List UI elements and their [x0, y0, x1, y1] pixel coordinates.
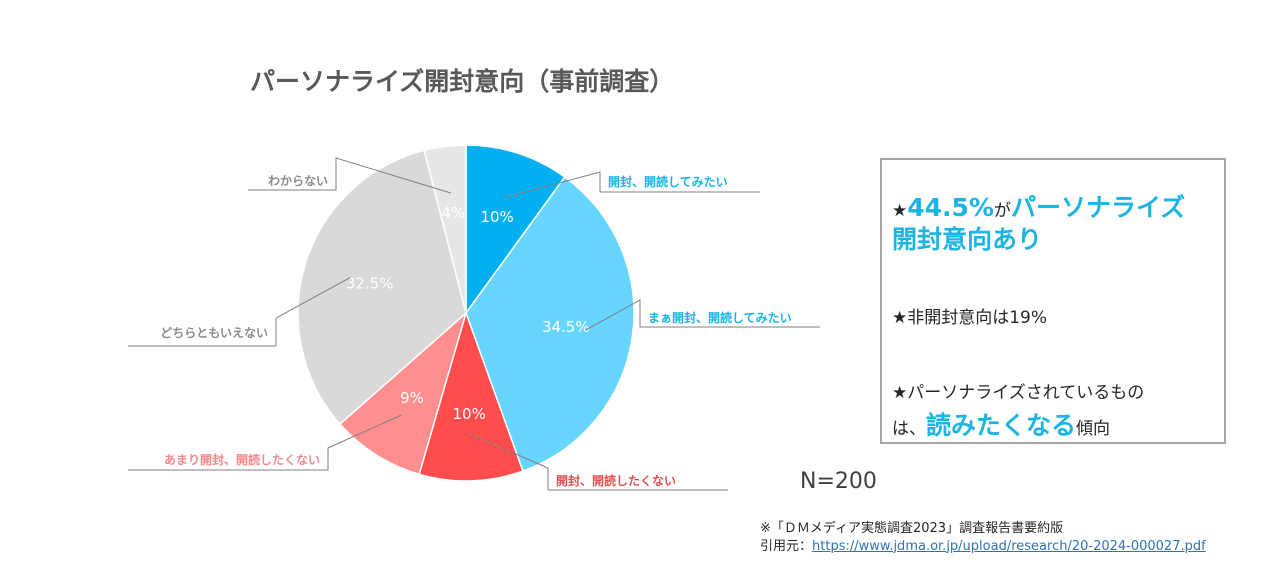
summary-prefix: は、	[892, 419, 926, 439]
callout-leader-line	[248, 157, 451, 194]
summary-highlight-percent: 44.5%	[907, 193, 994, 222]
summary-suffix: 傾向	[1076, 419, 1111, 439]
source-title: ※「ＤＭメディア実態調査2023」調査報告書要約版	[760, 521, 1064, 536]
summary-line-5: は、読みたくなる傾向	[892, 408, 1216, 444]
source-link[interactable]: https://www.jdma.or.jp/upload/research/2…	[812, 538, 1206, 554]
summary-highlight-personalize: パーソナライズ	[1010, 193, 1186, 222]
slice-category-label: どちらともいえない	[160, 326, 268, 340]
slice-category-label: まぁ開封、開読してみたい	[648, 310, 792, 325]
summary-highlight-want-read: 読みたくなる	[926, 411, 1077, 440]
summary-line-4: ★パーソナライズされているもの	[892, 383, 1145, 403]
pie-slice	[465, 176, 635, 473]
source-note: ※「ＤＭメディア実態調査2023」調査報告書要約版 引用元：https://ww…	[760, 520, 1206, 555]
summary-particle: が	[993, 201, 1011, 221]
summary-line-2: 開封意向あり	[892, 222, 1216, 258]
summary-box: ★44.5%がパーソナライズ 開封意向あり ★非開封意向は19% ★パーソナライ…	[880, 158, 1226, 444]
slice-category-label: あまり開封、開読したくない	[164, 452, 320, 467]
slice-value-label: 9%	[400, 389, 424, 407]
slice-value-label: 10%	[452, 405, 485, 423]
pie-slice	[297, 149, 467, 426]
chart-title: パーソナライズ開封意向（事前調査）	[250, 67, 675, 96]
slice-value-label: 4%	[441, 204, 465, 222]
callout-leader-line	[128, 276, 351, 347]
summary-line-1: ★44.5%がパーソナライズ	[892, 190, 1216, 226]
sample-size-label: N=200	[800, 469, 877, 494]
slice-category-label: 開封、開読したくない	[556, 473, 676, 488]
source-prefix: 引用元：	[760, 538, 813, 554]
slice-category-label: わからない	[268, 174, 328, 188]
callout-leader-line	[585, 299, 820, 331]
callout-leader-line	[128, 414, 402, 471]
summary-line-3: ★非開封意向は19%	[892, 308, 1048, 328]
source-citation: 引用元：https://www.jdma.or.jp/upload/resear…	[760, 538, 1206, 556]
callout-leader-line	[469, 433, 728, 491]
pie-slice	[423, 144, 467, 314]
pie-slice	[465, 144, 566, 316]
pie-slice	[418, 310, 524, 482]
callout-leader-line	[503, 171, 760, 199]
slice-value-label: 34.5%	[542, 318, 590, 336]
slice-value-label: 32.5%	[346, 274, 394, 292]
pie-slice	[338, 310, 468, 476]
star-mark: ★	[892, 201, 908, 221]
slice-value-label: 10%	[480, 208, 513, 226]
summary-highlight-intent: 開封意向あり	[892, 225, 1043, 254]
slice-category-label: 開封、開読してみたい	[608, 174, 728, 189]
